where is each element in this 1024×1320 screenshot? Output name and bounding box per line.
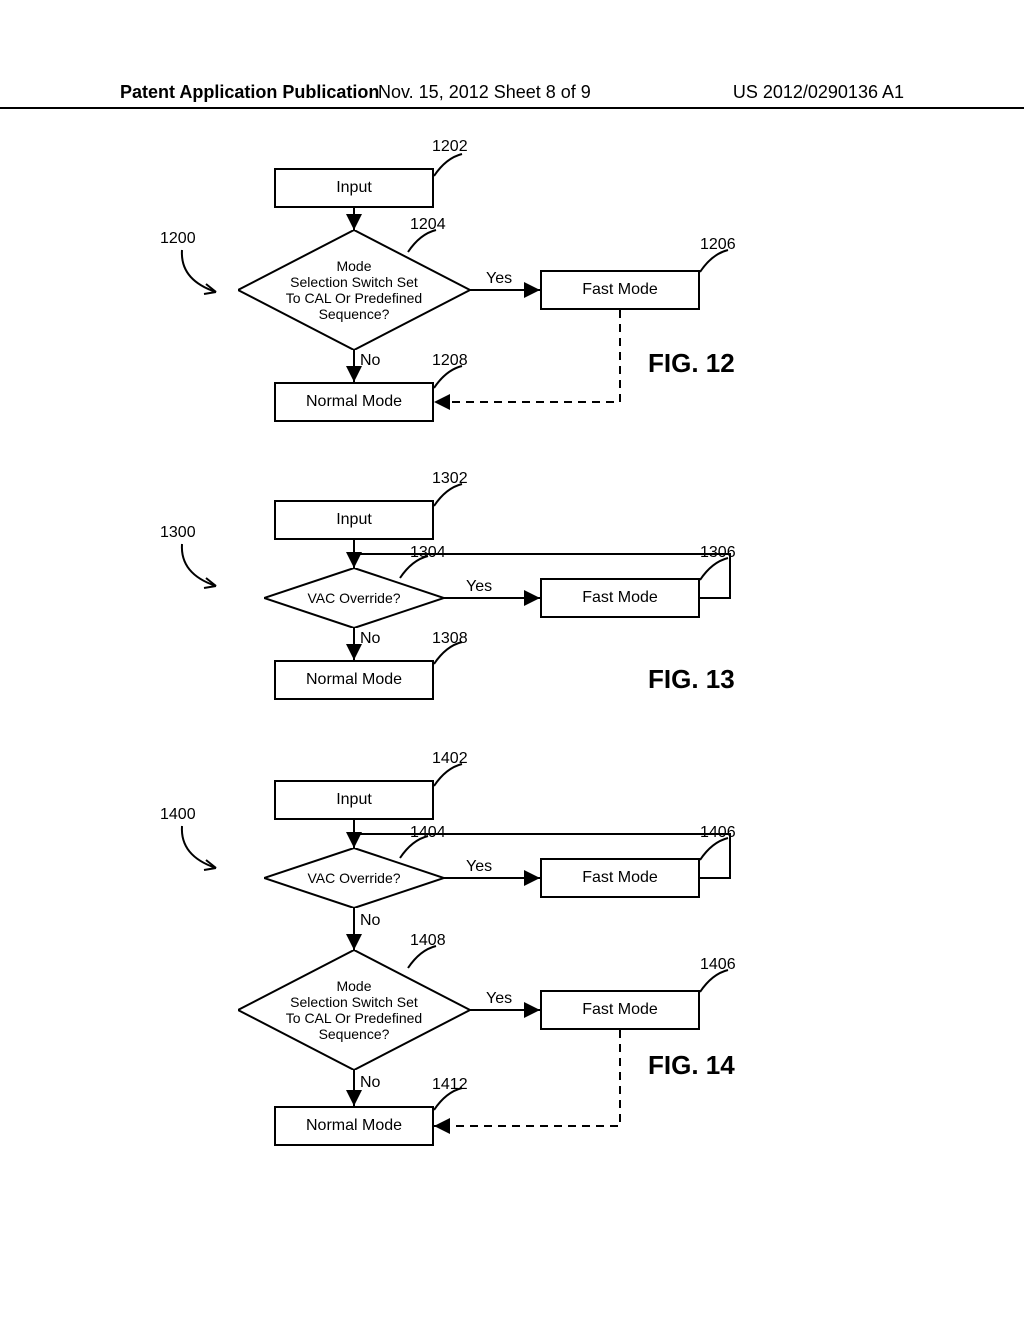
header-mid: Nov. 15, 2012 Sheet 8 of 9 [378,82,591,103]
diagram-canvas: Input 1202 1200 Mode Selection Switch Se… [0,120,1024,1320]
page-header: Patent Application Publication Nov. 15, … [0,82,1024,109]
header-right: US 2012/0290136 A1 [733,82,904,103]
fig14-yes1: Yes [466,858,492,876]
fig14-yes2: Yes [486,990,512,1008]
fig14-title: FIG. 14 [648,1050,735,1081]
fig14-no1: No [360,912,380,930]
fig14-no2: No [360,1074,380,1092]
fig14-connectors [0,120,1024,1180]
header-left: Patent Application Publication [0,82,379,103]
